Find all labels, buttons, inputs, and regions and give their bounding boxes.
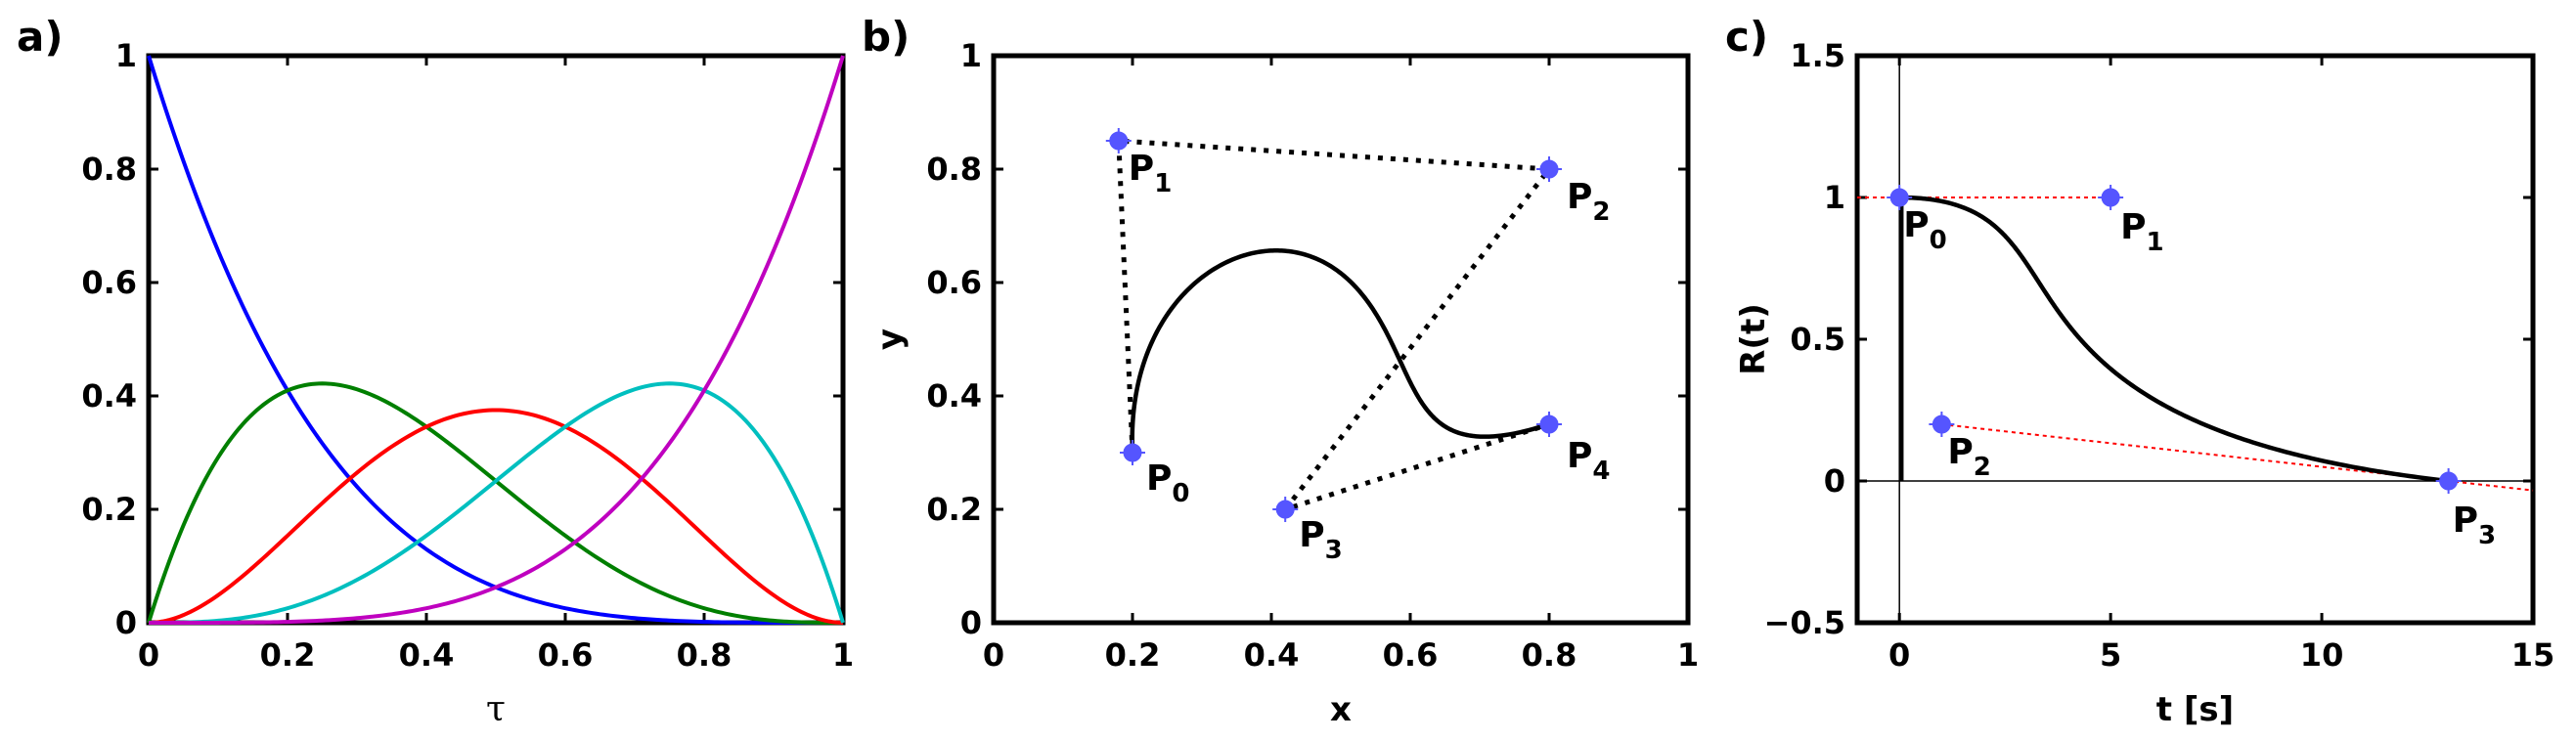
control-point-subscript: 0 [1930, 226, 1947, 255]
control-point-label: P2 [1567, 177, 1610, 227]
control-polygon [1116, 138, 1554, 514]
control-point-letter: P [2120, 207, 2146, 247]
x-tick-label: 15 [2511, 636, 2555, 674]
x-tick-label: 1 [832, 636, 854, 674]
x-axis-label: t [s] [2156, 690, 2234, 729]
y-tick-label: 0.6 [81, 264, 137, 301]
axes-frame [146, 53, 846, 626]
x-tick-label: 0.2 [1105, 636, 1161, 674]
x-tick-label: 0.4 [1244, 636, 1300, 674]
control-point-subscript: 0 [1172, 479, 1189, 508]
control-point-letter: P [1567, 436, 1592, 476]
control-point-label: P4 [1567, 436, 1610, 486]
control-point-marker [1889, 188, 1909, 207]
control-point-marker [2439, 471, 2459, 491]
control-point-subscript: 1 [2147, 228, 2164, 257]
control-point-letter: P [1903, 205, 1929, 245]
x-tick-label: 0 [138, 636, 159, 674]
panel-label: c) [1725, 13, 1768, 61]
control-point-letter: P [2453, 501, 2478, 541]
bezier-curve [1899, 195, 2449, 484]
control-point-letter: P [1146, 458, 1172, 499]
x-axis-label: τ [486, 689, 506, 729]
axes-frame [1854, 53, 2536, 626]
control-point-subscript: 3 [2478, 521, 2496, 550]
control-point-label: P0 [1146, 458, 1189, 508]
x-tick-label: 0.8 [677, 636, 733, 674]
bernstein-series-line [149, 55, 845, 625]
control-point-marker [1123, 443, 1142, 462]
y-tick-label: 1 [115, 37, 137, 74]
bezier-curve [1130, 248, 1550, 454]
y-tick-label: 0.2 [81, 491, 137, 528]
x-tick-label: 0.8 [1522, 636, 1577, 674]
control-point-label: P3 [2453, 501, 2496, 550]
x-tick-label: 1 [1677, 636, 1699, 674]
control-point-letter: P [1299, 515, 1324, 555]
panel-label: b) [862, 13, 910, 61]
y-axis-label: R(t) [1734, 303, 1773, 375]
control-point-subscript: 2 [1592, 197, 1610, 227]
y-tick-label: 0 [1824, 462, 1845, 500]
y-tick-label: 1.5 [1790, 37, 1845, 74]
y-tick-label: −0.5 [1764, 604, 1846, 641]
y-tick-label: 0.5 [1790, 321, 1845, 358]
y-tick-label: 0.4 [926, 377, 982, 415]
bernstein-series-line [148, 408, 844, 625]
x-tick-label: 0 [983, 636, 1004, 674]
control-point-label: P2 [1947, 432, 1990, 482]
y-axis-label: y [870, 328, 910, 350]
x-tick-label: 0.2 [260, 636, 316, 674]
control-point-marker [1539, 159, 1559, 179]
control-point-subscript: 3 [1325, 536, 1343, 565]
control-point-label: P1 [2120, 207, 2163, 257]
x-tick-label: 0 [1888, 636, 1910, 674]
control-point-letter: P [1129, 149, 1154, 189]
y-tick-label: 0.8 [81, 151, 137, 188]
control-point-marker [1109, 131, 1129, 151]
control-point-marker [1932, 415, 1951, 434]
control-point-marker [1275, 500, 1295, 519]
control-point-label: P0 [1903, 205, 1946, 255]
control-point-marker [2101, 188, 2120, 207]
y-tick-label: 0.6 [926, 264, 982, 301]
control-point-label: P1 [1129, 149, 1172, 198]
control-point-label: P3 [1299, 515, 1342, 565]
y-tick-label: 0 [960, 604, 982, 641]
x-tick-label: 0.4 [399, 636, 455, 674]
control-point-letter: P [1567, 177, 1592, 217]
bernstein-series-line [147, 55, 843, 625]
y-tick-label: 1 [960, 37, 982, 74]
bernstein-series-line [149, 381, 845, 625]
y-tick-label: 0 [115, 604, 137, 641]
control-point-marker [1539, 415, 1559, 434]
x-tick-label: 0.6 [1383, 636, 1439, 674]
x-tick-label: 0.6 [538, 636, 594, 674]
x-tick-label: 10 [2300, 636, 2344, 674]
panel-a: 0 0.2 0.4 0.6 0.8 1 0 0.2 0.4 0.6 0.8 1 a) τ [17, 13, 854, 729]
y-tick-label: 1 [1824, 179, 1845, 216]
axes-frame [991, 53, 1691, 626]
control-point-subscript: 4 [1592, 457, 1610, 486]
control-point-subscript: 1 [1154, 169, 1172, 198]
panel-label: a) [17, 13, 64, 61]
y-tick-label: 0.8 [926, 151, 982, 188]
control-point-subscript: 2 [1974, 453, 1991, 482]
y-tick-label: 0.2 [926, 491, 982, 528]
control-point-letter: P [1947, 432, 1973, 472]
y-tick-label: 0.4 [81, 377, 137, 415]
x-tick-label: 5 [2100, 636, 2121, 674]
x-axis-label: x [1330, 690, 1352, 729]
